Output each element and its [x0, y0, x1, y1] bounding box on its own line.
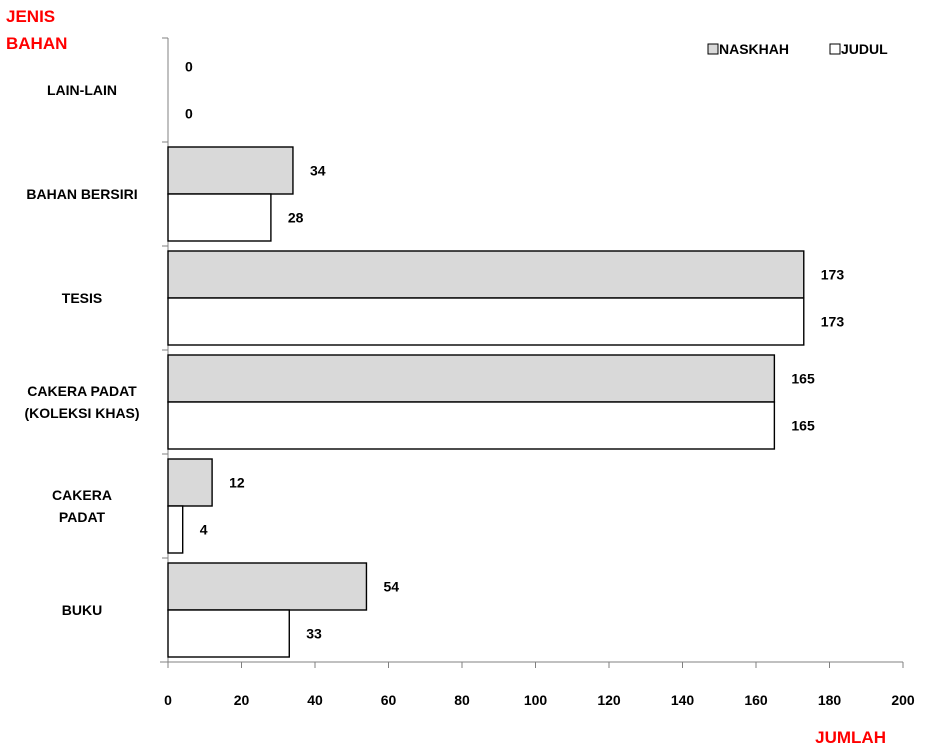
bar	[167, 401, 776, 450]
x-tick-label: 20	[234, 692, 250, 708]
x-tick-label: 80	[454, 692, 470, 708]
bar	[167, 458, 213, 507]
x-tick-label: 100	[524, 692, 548, 708]
x-tick-label: 120	[597, 692, 621, 708]
category-label: CAKERA	[52, 487, 112, 503]
bar	[167, 354, 776, 403]
bar	[167, 562, 368, 611]
data-label: 173	[821, 267, 845, 283]
category-label: BAHAN BERSIRI	[26, 186, 137, 202]
x-tick-label: 40	[307, 692, 323, 708]
legend-label: NASKHAH	[719, 41, 789, 57]
legend-swatch	[829, 43, 841, 55]
category-label: PADAT	[59, 509, 106, 525]
bar	[167, 609, 290, 658]
bar	[167, 193, 272, 242]
category-label: BUKU	[62, 602, 102, 618]
x-tick-label: 0	[164, 692, 172, 708]
bar	[167, 297, 805, 346]
data-label: 0	[185, 106, 193, 122]
category-label: TESIS	[62, 290, 102, 306]
x-tick-label: 140	[671, 692, 695, 708]
bar	[167, 505, 184, 554]
x-tick-label: 60	[381, 692, 397, 708]
x-tick-label: 160	[744, 692, 768, 708]
data-label: 28	[288, 210, 304, 226]
bar	[167, 250, 805, 299]
x-tick-label: 200	[891, 692, 915, 708]
x-axis-title: JUMLAH	[815, 728, 886, 747]
data-label: 33	[306, 626, 322, 642]
category-label: LAIN-LAIN	[47, 82, 117, 98]
category-label: CAKERA PADAT	[27, 383, 137, 399]
data-label: 165	[791, 371, 815, 387]
data-label: 173	[821, 314, 845, 330]
y-axis-title: BAHAN	[6, 34, 67, 53]
legend-swatch	[707, 43, 719, 55]
data-label: 54	[383, 579, 399, 595]
data-label: 4	[200, 522, 208, 538]
legend-label: JUDUL	[841, 41, 888, 57]
x-tick-label: 180	[818, 692, 842, 708]
data-label: 34	[310, 163, 326, 179]
bar	[167, 146, 294, 195]
data-label: 0	[185, 59, 193, 75]
y-axis-title: JENIS	[6, 7, 55, 26]
category-label: (KOLEKSI KHAS)	[24, 405, 139, 421]
data-label: 165	[791, 418, 815, 434]
data-label: 12	[229, 475, 245, 491]
